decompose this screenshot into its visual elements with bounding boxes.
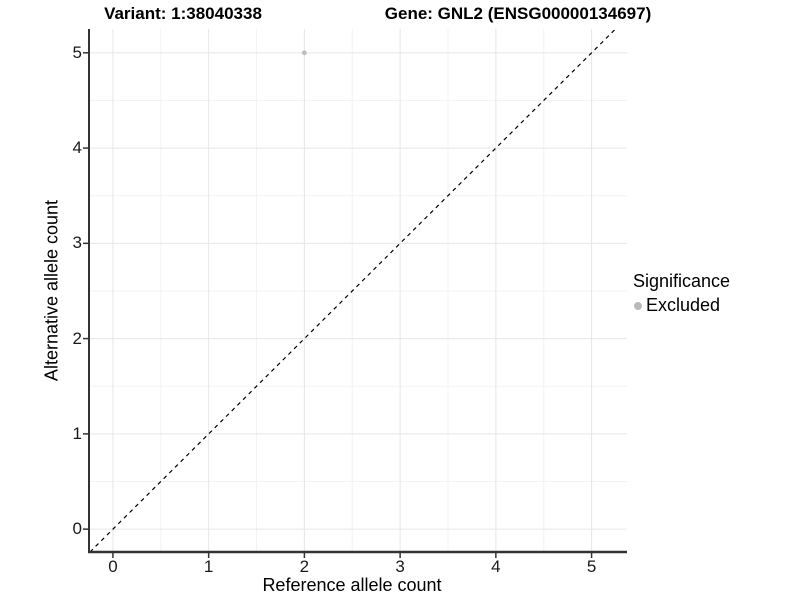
- legend: Significance Excluded: [633, 271, 730, 316]
- x-tick-label: 2: [299, 557, 310, 576]
- y-tick-label: 4: [72, 138, 82, 158]
- y-tick-label: 1: [72, 423, 82, 443]
- legend-title: Significance: [633, 271, 731, 291]
- y-tick-label: 0: [72, 519, 82, 539]
- y-tick-label: 3: [72, 233, 82, 253]
- legend-item-excluded: Excluded: [634, 295, 730, 316]
- x-tick-label: 5: [586, 557, 597, 576]
- x-tick-label: 3: [395, 557, 405, 576]
- identity-dashed-line: [89, 28, 616, 553]
- y-tick-label: 5: [72, 42, 82, 62]
- data-point: [301, 50, 307, 56]
- x-tick-label: 4: [491, 557, 501, 576]
- plot-title-variant: Variant: 1:38040338: [104, 4, 262, 23]
- legend-item-label: Excluded: [646, 295, 721, 315]
- excluded-marker-icon: [634, 301, 642, 310]
- y-tick-label: 2: [72, 328, 82, 348]
- x-axis-title: Reference allele count: [262, 575, 442, 595]
- x-tick-label: 1: [203, 557, 214, 576]
- x-tick-label: 0: [108, 557, 118, 576]
- y-axis-title: Alternative allele count: [41, 199, 62, 382]
- plot-title-gene: Gene: GNL2 (ENSG00000134697): [384, 4, 652, 23]
